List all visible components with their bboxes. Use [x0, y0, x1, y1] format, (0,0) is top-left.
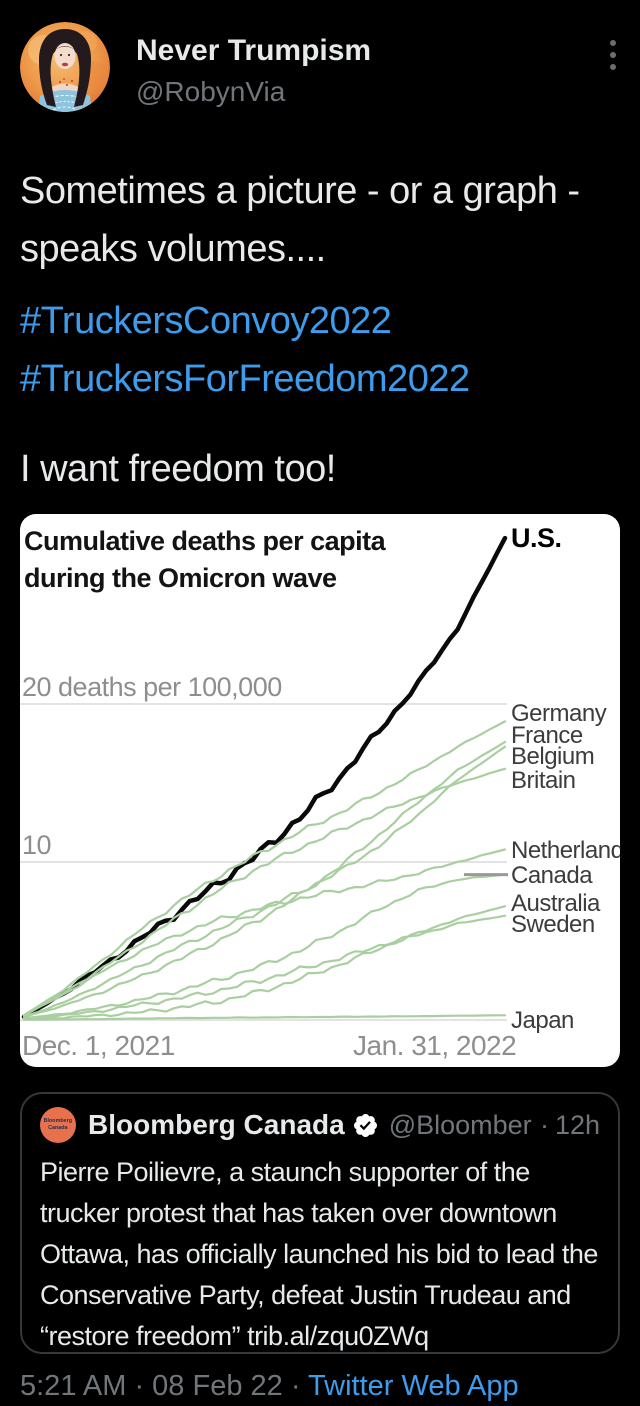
quoted-user-handle: @Bloomberg…	[388, 1109, 532, 1140]
x-axis-label-start: Dec. 1, 2021	[22, 1030, 175, 1061]
series-line-germany	[22, 720, 507, 1017]
series-label-canada: Canada	[511, 862, 593, 889]
source-app-link[interactable]: Twitter Web App	[308, 1370, 519, 1402]
quoted-tweet-header: Bloomberg Canada Bloomberg Canada @Bloomb…	[40, 1106, 600, 1144]
series-label-france: France	[511, 722, 583, 749]
quoted-timestamp: 12h	[554, 1109, 600, 1140]
quoted-tweet-text: Pierre Poilievre, a staunch supporter of…	[40, 1157, 598, 1351]
tweet-closing-text: I want freedom too!	[20, 448, 336, 490]
quoted-avatar: Bloomberg Canada	[40, 1107, 76, 1143]
timestamp-meta: 5:21 AM · 08 Feb 22 ·	[20, 1370, 301, 1402]
series-label-australia: Australia	[511, 890, 601, 917]
user-handle[interactable]: @RobynVia	[136, 76, 286, 107]
series-line-canada	[22, 873, 507, 1020]
omicron-chart-svg: Cumulative deaths per capita during the O…	[20, 523, 620, 1061]
hashtag-link-1[interactable]: #TruckersConvoy2022	[20, 300, 392, 342]
chart-title-line1: Cumulative deaths per capita	[24, 526, 387, 556]
hashtag-link-2[interactable]: #TruckersForFreedom2022	[20, 358, 470, 400]
series-label-us: U.S.	[511, 523, 562, 553]
series-label-belgium: Belgium	[511, 743, 594, 770]
y-axis-label-10: 10	[22, 830, 51, 860]
tweet-media-chart[interactable]: Cumulative deaths per capita during the O…	[20, 514, 620, 1067]
series-label-sweden: Sweden	[511, 911, 595, 938]
series-line-us	[21, 535, 508, 1020]
series-label-britain: Britain	[511, 767, 576, 794]
avatar[interactable]	[20, 22, 110, 112]
tweet-header: Never Trumpism @RobynVia	[20, 22, 620, 112]
quoted-tweet-card[interactable]: Bloomberg Canada Bloomberg Canada @Bloomb…	[20, 1092, 620, 1354]
tweet-footer: 5:21 AM · 08 Feb 22 · Twitter Web App	[20, 1370, 620, 1403]
author-block: Never Trumpism @RobynVia	[136, 34, 371, 108]
display-name[interactable]: Never Trumpism	[136, 34, 372, 67]
tweet-text: Sometimes a picture - or a graph - speak…	[20, 170, 580, 270]
quoted-separator-dot: ·	[539, 1109, 549, 1140]
avatar-illustration	[20, 22, 110, 112]
more-options-icon[interactable]	[606, 36, 620, 74]
series-label-japan: Japan	[511, 1007, 574, 1034]
series-line-japan	[22, 1014, 507, 1021]
series-line-sweden	[22, 914, 507, 1020]
x-axis-label-end: Jan. 31, 2022	[353, 1030, 516, 1061]
series-line-netherlands	[22, 848, 507, 1017]
series-line-britain	[22, 767, 507, 1017]
verified-badge-icon	[352, 1112, 379, 1139]
series-line-belgium	[22, 745, 507, 1018]
series-label-germany: Germany	[511, 700, 607, 727]
series-line-australia	[22, 905, 507, 1021]
quoted-display-name: Bloomberg Canada	[88, 1109, 345, 1140]
tweet-hashtags: #TruckersConvoy2022 #TruckersForFreedom2…	[20, 292, 620, 408]
series-label-netherlands: Netherlands	[511, 837, 620, 864]
chart-title-line2: during the Omicron wave	[24, 563, 337, 593]
y-axis-label-20: 20 deaths per 100,000	[22, 672, 282, 702]
